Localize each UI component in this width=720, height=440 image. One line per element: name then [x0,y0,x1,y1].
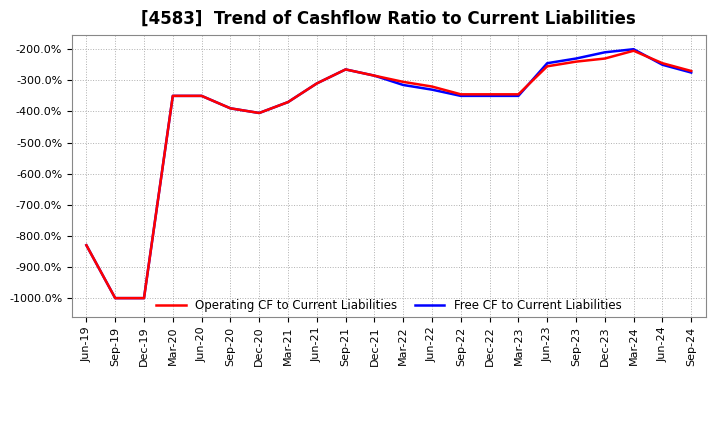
Operating CF to Current Liabilities [485,92,494,97]
Free CF to Current Liabilities [168,93,177,99]
Operating CF to Current Liabilities [399,79,408,84]
Free CF to Current Liabilities [629,47,638,52]
Legend: Operating CF to Current Liabilities, Free CF to Current Liabilities: Operating CF to Current Liabilities, Fre… [151,294,626,316]
Line: Free CF to Current Liabilities: Free CF to Current Liabilities [86,49,691,298]
Free CF to Current Liabilities [687,70,696,75]
Operating CF to Current Liabilities [370,73,379,78]
Operating CF to Current Liabilities [629,48,638,53]
Free CF to Current Liabilities [312,81,321,86]
Operating CF to Current Liabilities [572,59,580,64]
Operating CF to Current Liabilities [197,93,206,99]
Operating CF to Current Liabilities [284,99,292,105]
Operating CF to Current Liabilities [428,84,436,89]
Operating CF to Current Liabilities [543,64,552,69]
Free CF to Current Liabilities [485,93,494,99]
Operating CF to Current Liabilities [341,67,350,72]
Operating CF to Current Liabilities [111,296,120,301]
Free CF to Current Liabilities [543,61,552,66]
Free CF to Current Liabilities [514,93,523,99]
Operating CF to Current Liabilities [226,106,235,111]
Free CF to Current Liabilities [658,62,667,67]
Line: Operating CF to Current Liabilities: Operating CF to Current Liabilities [86,51,691,298]
Free CF to Current Liabilities [140,296,148,301]
Free CF to Current Liabilities [428,87,436,92]
Free CF to Current Liabilities [255,110,264,116]
Free CF to Current Liabilities [197,93,206,99]
Operating CF to Current Liabilities [312,81,321,86]
Operating CF to Current Liabilities [687,68,696,73]
Free CF to Current Liabilities [284,99,292,105]
Free CF to Current Liabilities [572,56,580,61]
Title: [4583]  Trend of Cashflow Ratio to Current Liabilities: [4583] Trend of Cashflow Ratio to Curren… [141,10,636,28]
Operating CF to Current Liabilities [514,92,523,97]
Free CF to Current Liabilities [399,82,408,88]
Operating CF to Current Liabilities [456,92,465,97]
Free CF to Current Liabilities [370,73,379,78]
Operating CF to Current Liabilities [658,61,667,66]
Free CF to Current Liabilities [82,242,91,248]
Operating CF to Current Liabilities [140,296,148,301]
Operating CF to Current Liabilities [168,93,177,99]
Operating CF to Current Liabilities [82,242,91,248]
Free CF to Current Liabilities [111,296,120,301]
Free CF to Current Liabilities [341,67,350,72]
Operating CF to Current Liabilities [600,56,609,61]
Free CF to Current Liabilities [456,93,465,99]
Free CF to Current Liabilities [600,50,609,55]
Operating CF to Current Liabilities [255,110,264,116]
Free CF to Current Liabilities [226,106,235,111]
